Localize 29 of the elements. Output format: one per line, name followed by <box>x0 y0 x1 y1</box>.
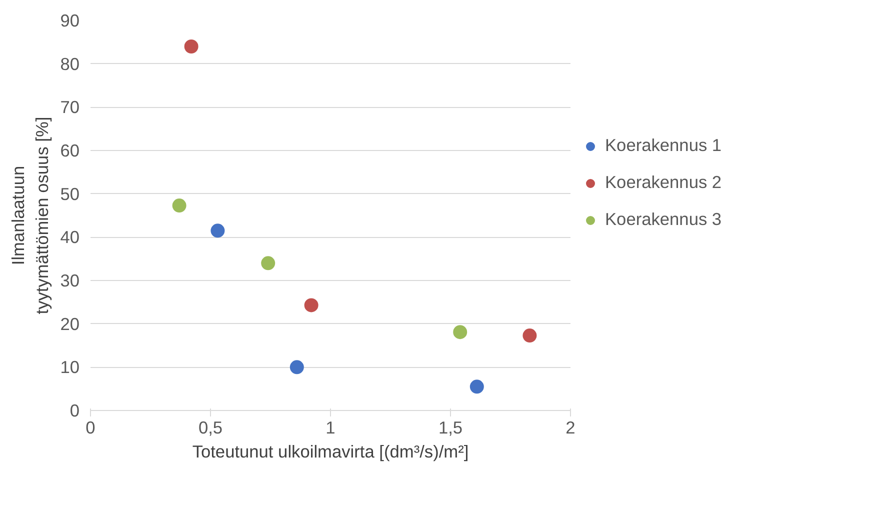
point <box>470 380 484 394</box>
x-axis-title: Toteutunut ulkoilmavirta [(dm³/s)/m²] <box>192 442 469 462</box>
point <box>261 256 276 270</box>
y-tick-label: 40 <box>60 227 80 248</box>
legend-label: Koerakennus 2 <box>605 172 722 193</box>
x-tick-label: 1,5 <box>438 418 463 438</box>
x-tick-label: 0,5 <box>198 418 223 438</box>
y-tick-label: 60 <box>60 140 80 160</box>
point <box>304 298 318 312</box>
point <box>210 224 225 238</box>
legend-label: Koerakennus 3 <box>605 209 722 230</box>
x-tick-label: 2 <box>566 418 576 438</box>
point <box>184 40 198 54</box>
y-axis-title: Ilmanlaatuun tyytymättömien osuus [%] <box>8 116 52 314</box>
point <box>172 198 186 213</box>
point <box>522 328 537 343</box>
y-tick-label: 90 <box>60 10 80 30</box>
y-tick-label: 10 <box>60 357 80 378</box>
legend-label: Koerakennus 1 <box>605 135 722 156</box>
point <box>290 360 304 374</box>
y-tick-label: 50 <box>60 184 80 204</box>
y-tick-label: 0 <box>70 400 80 420</box>
x-tick-label: 0 <box>86 418 96 438</box>
point <box>453 325 468 340</box>
y-tick-label: 30 <box>60 270 80 290</box>
x-tick-label: 1 <box>326 418 336 438</box>
y-tick-label: 20 <box>60 314 80 334</box>
y-tick-label: 80 <box>60 54 80 74</box>
y-tick-label: 70 <box>60 97 80 118</box>
